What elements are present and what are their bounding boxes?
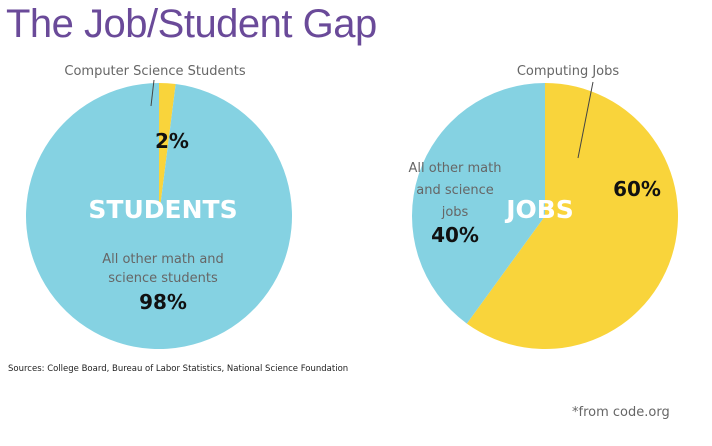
other-students-label-line-2: science students	[108, 271, 218, 286]
other-students-label-line-1: All other math and	[102, 252, 224, 267]
other-jobs-label-line-3: jobs	[441, 205, 469, 220]
computing-jobs-leader-line	[577, 81, 594, 159]
other-jobs-label-line-2: and science	[416, 183, 494, 198]
other-jobs-label-line-1: All other math	[409, 161, 502, 176]
computing-jobs-label: Computing Jobs	[517, 64, 620, 79]
page-title: The Job/Student Gap	[6, 2, 377, 46]
credit-note: *from code.org	[572, 405, 670, 420]
cs-students-label: Computer Science Students	[64, 64, 245, 79]
jobs-pie-chart	[411, 83, 678, 349]
cs-students-value: 2%	[155, 129, 189, 153]
jobs-center-label: JOBS	[504, 195, 574, 224]
computing-jobs-value: 60%	[613, 177, 661, 201]
students-pie-chart	[26, 83, 293, 349]
cs-students-leader-line	[150, 79, 155, 107]
pie-slice-other-jobs	[411, 83, 545, 324]
sources-note: Sources: College Board, Bureau of Labor …	[8, 364, 349, 374]
other-students-value: 98%	[139, 290, 187, 314]
pie-slice-cs-students	[159, 83, 176, 216]
pie-slice-computing-jobs	[466, 83, 678, 349]
students-center-label: STUDENTS	[88, 195, 237, 224]
pie-slice-other-students	[26, 83, 293, 349]
other-jobs-value: 40%	[431, 223, 479, 247]
